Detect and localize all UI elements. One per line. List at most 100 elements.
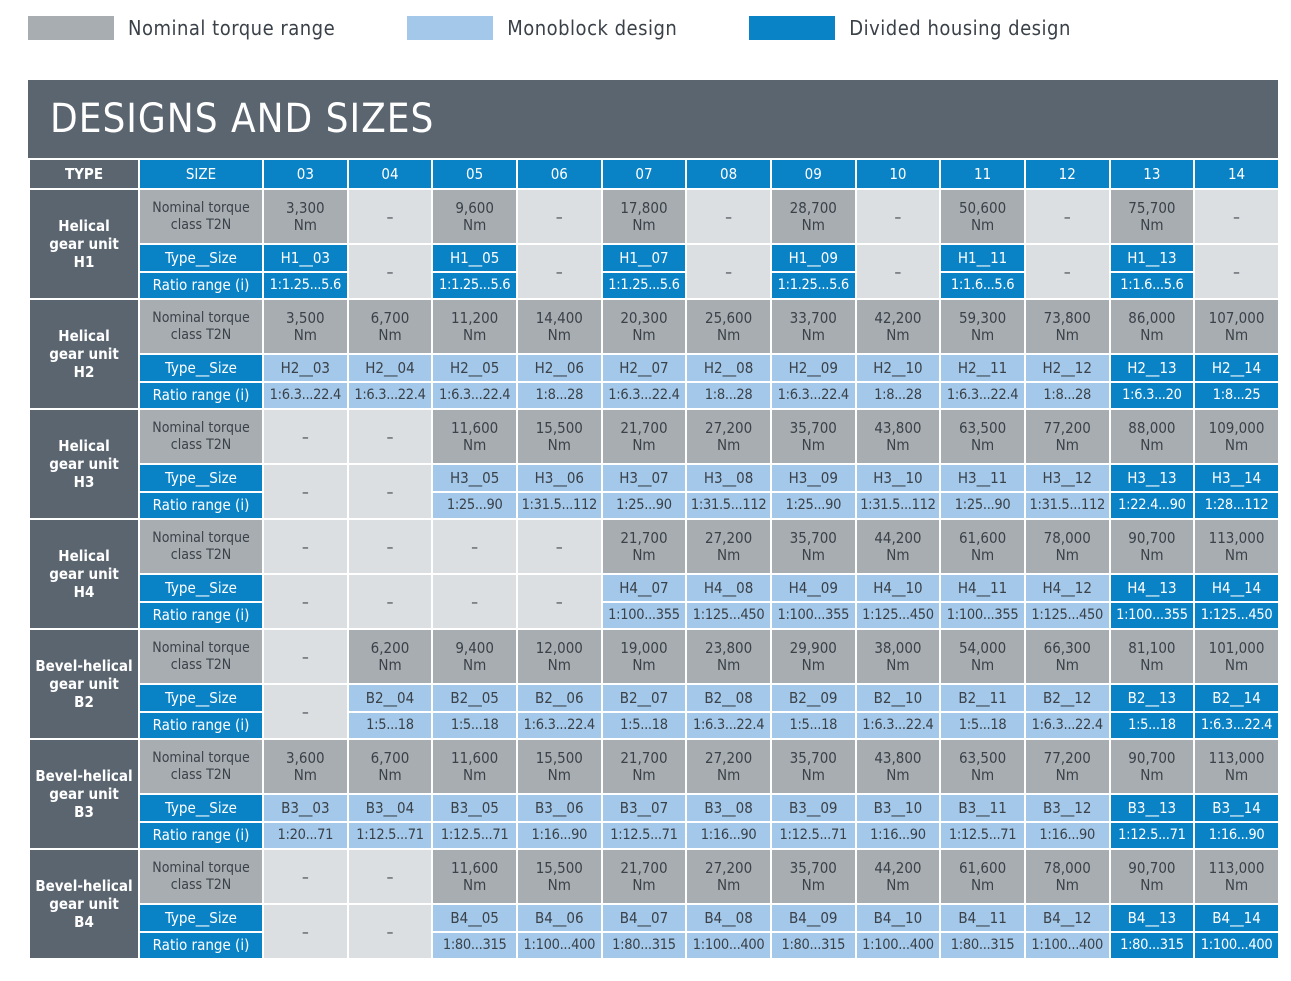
type-size-value: H1__11 <box>942 246 1023 273</box>
ratio-range-value: 1:5...18 <box>450 717 499 733</box>
type-size-ratio-label: Type__Size Ratio range (i) <box>138 243 264 300</box>
type-size-value: B3__14 <box>1196 796 1277 823</box>
type-size-value: B3__07 <box>603 796 685 823</box>
type-size-cell: H2__08 1:8...28 <box>685 353 772 410</box>
nominal-torque-cell: 3,600 Nm <box>262 738 349 795</box>
type-size-value: H2__09 <box>772 356 854 383</box>
type-size-label: Type__Size <box>141 246 261 273</box>
nominal-torque-cell: 61,600 Nm <box>939 518 1026 575</box>
torque-unit: Nm <box>293 325 317 344</box>
type-size-cell: H3__10 1:31.5...112 <box>854 463 942 520</box>
torque-unit: Nm <box>1055 655 1079 674</box>
type-size-cell: B4__13 1:80...315 <box>1108 903 1196 960</box>
empty-cell: – <box>262 628 349 685</box>
empty-cell: – <box>515 188 603 245</box>
type-size-cell: B3__12 1:16...90 <box>1023 793 1111 850</box>
type-size-cell: B2__07 1:5...18 <box>600 683 688 740</box>
torque-unit: Nm <box>1055 325 1079 344</box>
nominal-torque-cell: 6,700 Nm <box>346 738 434 795</box>
empty-cell: – <box>515 573 603 630</box>
ratio-range-label: Ratio range (i) <box>152 826 250 844</box>
torque-value: 63,500 <box>958 418 1007 437</box>
type-size-value: H1__03 <box>264 246 346 273</box>
header-size-03: 03 <box>262 158 349 190</box>
nominal-torque-label: Nominal torque class T2N <box>138 408 264 465</box>
torque-value: 21,700 <box>620 418 668 437</box>
torque-unit: Nm <box>716 435 741 454</box>
header-type: TYPE <box>28 158 140 190</box>
torque-unit: Nm <box>463 655 487 674</box>
torque-unit: Nm <box>801 545 825 564</box>
ratio-range-value: 1:16...90 <box>1039 827 1096 843</box>
torque-value: 21,700 <box>620 748 668 767</box>
type-size-value: B4__05 <box>434 906 515 933</box>
nominal-torque-cell: 90,700 Nm <box>1108 738 1196 795</box>
legend-swatch-monoblock <box>407 16 494 40</box>
type-size-value: B3__12 <box>1026 796 1108 823</box>
legend-swatch-nominal <box>28 16 114 40</box>
torque-value: 17,800 <box>620 198 668 217</box>
empty-cell: – <box>346 463 434 520</box>
gear-unit-name: Bevel-helical gear unit B4 <box>28 848 140 960</box>
torque-value: 27,200 <box>705 418 753 437</box>
type-size-value: B3__08 <box>688 796 769 823</box>
torque-unit: Nm <box>1224 325 1249 344</box>
ratio-range-value: 1:6.3...22.4 <box>862 717 934 733</box>
empty-cell: – <box>1193 243 1280 300</box>
gear-unit-name-line: H2 <box>73 363 95 381</box>
type-size-label: Type__Size <box>141 906 261 933</box>
type-size-value: H4__10 <box>857 576 939 603</box>
legend-item-monoblock: Monoblock design <box>407 16 677 40</box>
type-size-cell: H2__09 1:6.3...22.4 <box>769 353 857 410</box>
type-size-cell: B2__04 1:5...18 <box>346 683 434 740</box>
ratio-range-value: 1:25...90 <box>446 497 503 513</box>
nominal-torque-cell: 11,200 Nm <box>431 298 518 355</box>
nominal-torque-cell: 35,700 Nm <box>769 408 857 465</box>
torque-unit: Nm <box>1224 655 1249 674</box>
torque-unit: Nm <box>547 875 571 894</box>
torque-unit: Nm <box>547 765 571 784</box>
nominal-torque-cell: 9,400 Nm <box>431 628 518 685</box>
torque-unit: Nm <box>1055 765 1079 784</box>
type-size-value: H3__13 <box>1111 466 1193 493</box>
ratio-range-value: 1:25...90 <box>616 497 672 513</box>
ratio-range-value: 1:25...90 <box>954 497 1011 513</box>
type-size-value: H1__09 <box>772 246 854 273</box>
type-size-cell: H4__10 1:125...450 <box>854 573 942 630</box>
type-size-cell: B2__14 1:6.3...22.4 <box>1193 683 1280 740</box>
type-size-value: B3__10 <box>857 796 939 823</box>
type-size-cell: H3__08 1:31.5...112 <box>685 463 772 520</box>
nominal-torque-cell: 50,600 Nm <box>939 188 1026 245</box>
empty-cell: – <box>515 243 603 300</box>
type-row: Type__Size Ratio range (i) – – H3__05 1:25...… <box>29 463 1280 520</box>
torque-value: 73,800 <box>1043 308 1091 327</box>
torque-unit: Nm <box>886 655 910 674</box>
gear-unit-name: Helical gear unit H3 <box>28 408 140 520</box>
torque-value: 44,200 <box>874 528 922 547</box>
gear-unit-name-line: B3 <box>74 803 94 821</box>
nominal-torque-cell: 77,200 Nm <box>1023 738 1111 795</box>
type-size-cell: B3__11 1:12.5...71 <box>939 793 1026 850</box>
type-size-value: B4__11 <box>942 906 1023 933</box>
type-size-label: Type__Size <box>141 576 261 603</box>
nominal-torque-cell: 28,700 Nm <box>769 188 857 245</box>
torque-value: 3,300 <box>286 198 325 217</box>
torque-unit: Nm <box>1055 435 1079 454</box>
type-size-value: H1__05 <box>434 246 515 273</box>
torque-unit: Nm <box>632 875 656 894</box>
torque-unit: Nm <box>886 875 910 894</box>
gear-unit-name: Bevel-helical gear unit B3 <box>28 738 140 850</box>
ratio-range-value: 1:100...400 <box>523 937 596 953</box>
torque-unit: Nm <box>1140 875 1164 894</box>
type-row: Type__Size Ratio range (i) H2__03 1:6.3...2… <box>29 353 1280 410</box>
gear-unit-name: Bevel-helical gear unit B2 <box>28 628 140 740</box>
header-size-04: 04 <box>346 158 434 190</box>
torque-value: 11,600 <box>451 858 499 877</box>
type-size-value: H3__10 <box>857 466 939 493</box>
torque-unit: Nm <box>801 655 825 674</box>
type-size-value: B2__05 <box>434 686 515 713</box>
ratio-range-label: Ratio range (i) <box>152 276 250 294</box>
ratio-range-value: 1:5...18 <box>620 717 668 733</box>
header-size-14: 14 <box>1193 158 1280 190</box>
torque-value: 15,500 <box>535 748 583 767</box>
